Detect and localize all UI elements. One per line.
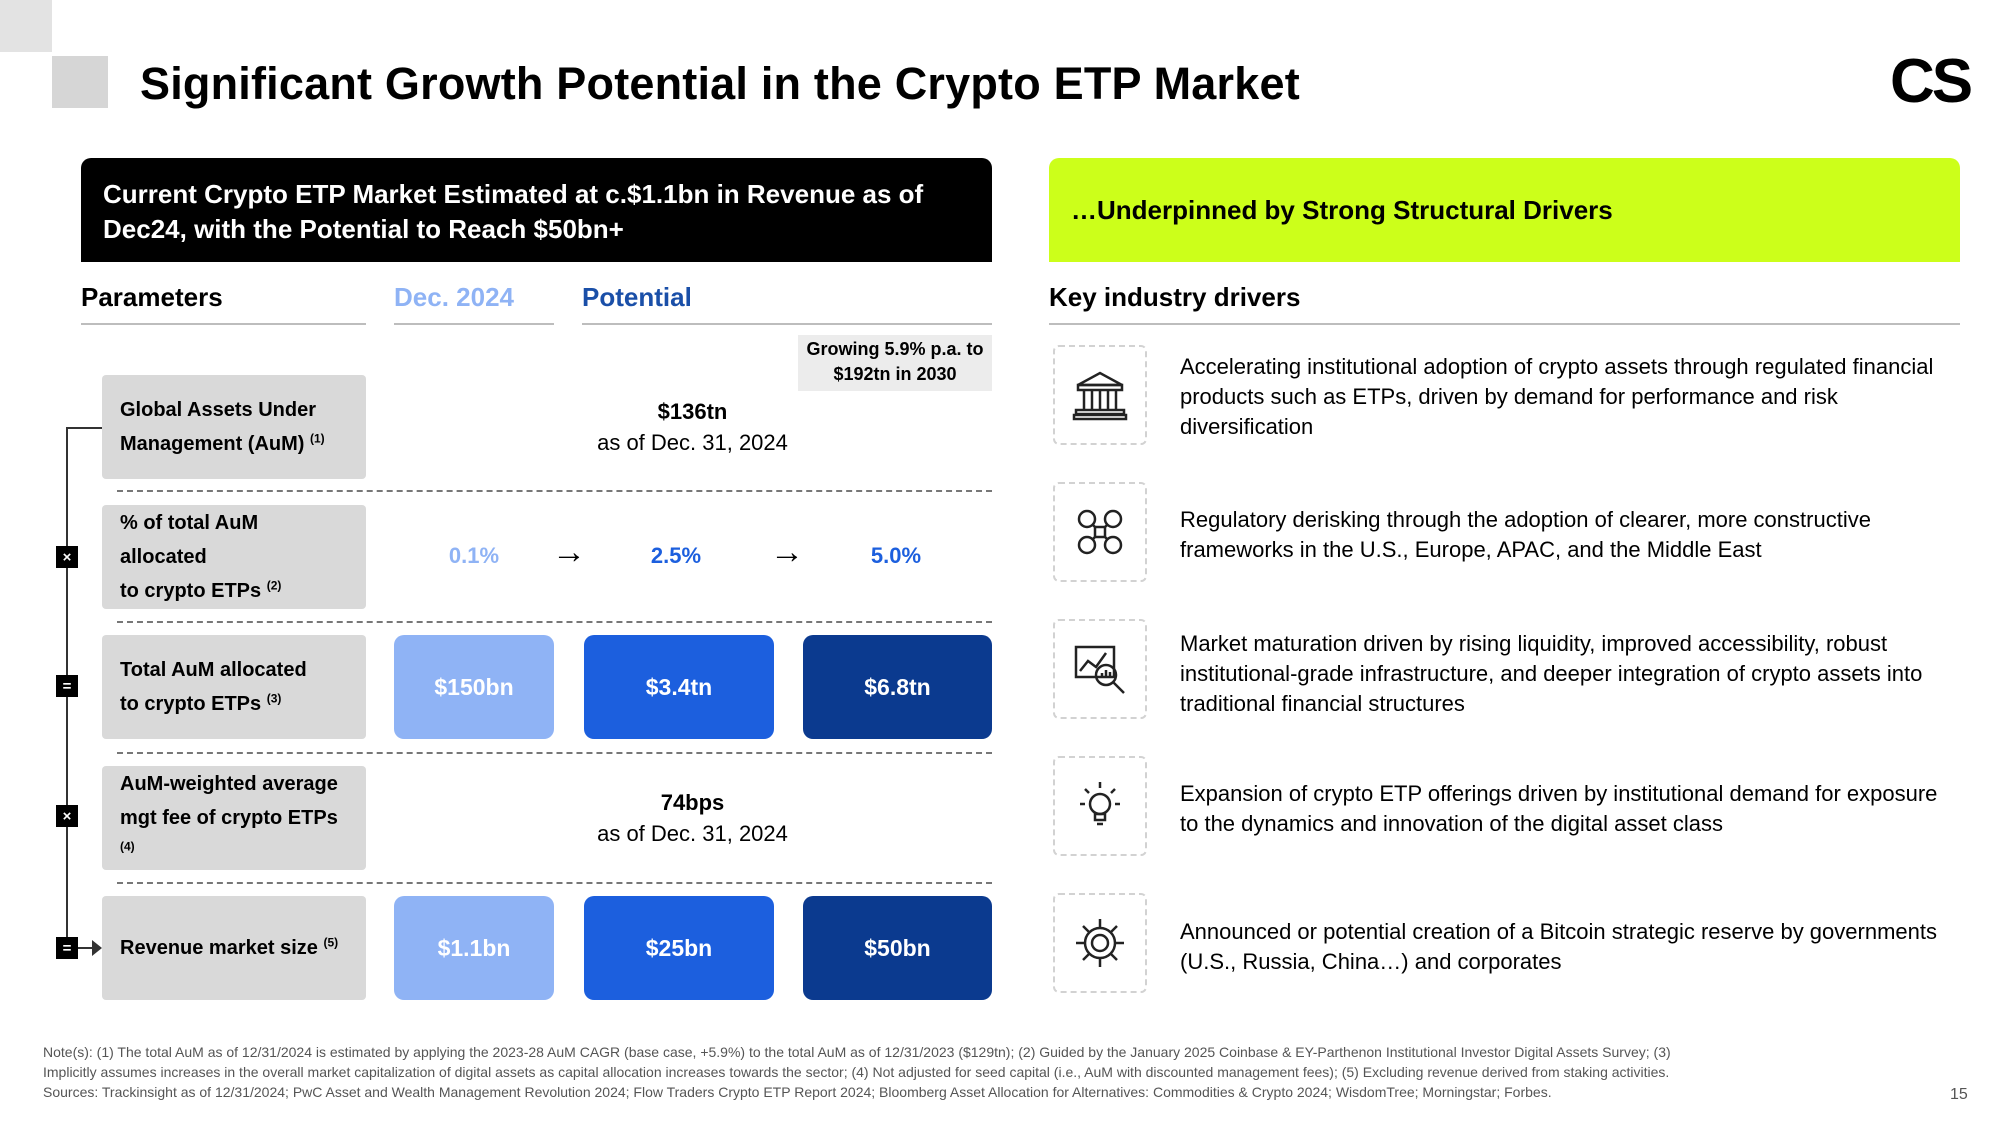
footnote-line: Note(s): (1) The total AuM as of 12/31/2… [43, 1044, 1671, 1060]
driver-text-4: Expansion of crypto ETP offerings driven… [1180, 781, 1938, 836]
revenue-potential-1: $25bn [584, 896, 774, 1000]
total-aum-potential-2: $6.8tn [803, 635, 992, 739]
pct-potential-1: 2.5% [650, 543, 702, 568]
connector-bottom [78, 947, 96, 949]
innovation-bulb-icon [1053, 756, 1147, 856]
equals-operator: = [56, 675, 78, 697]
param-label-line1: Revenue market size [120, 937, 318, 959]
footnote-ref: (4) [120, 839, 135, 854]
param-label-line2: mgt fee of crypto ETPs [120, 807, 338, 829]
column-header-drivers: Key industry drivers [1049, 282, 1960, 325]
equals-operator: = [56, 937, 78, 959]
total-aum-potential-1: $3.4tn [584, 635, 774, 739]
multiply-operator: × [56, 805, 78, 827]
global-aum-value: $136tn as of Dec. 31, 2024 [560, 396, 825, 458]
row-divider [117, 621, 992, 623]
page-title: Significant Growth Potential in the Cryp… [140, 58, 1300, 109]
column-header-potential: Potential [582, 282, 992, 325]
corner-square-dark [52, 56, 108, 108]
pct-potential-2: 5.0% [870, 543, 922, 568]
driver-text-3: Market maturation driven by rising liqui… [1180, 631, 1923, 716]
footnotes: Note(s): (1) The total AuM as of 12/31/2… [43, 1042, 1923, 1102]
connector-arrow-icon [92, 940, 102, 956]
param-label-line2: to crypto ETPs [120, 580, 262, 602]
connector-top [66, 427, 102, 429]
footnote-line: Implicitly assumes increases in the over… [43, 1064, 1670, 1080]
footnote-ref: (3) [266, 691, 282, 706]
growth-note-line2: $192tn in 2030 [833, 364, 957, 384]
network-regulation-icon [1053, 482, 1147, 582]
arrow-right-icon: → [552, 533, 586, 571]
footnote-ref: (1) [310, 431, 325, 446]
column-header-parameters: Parameters [81, 282, 366, 325]
value-sub: as of Dec. 31, 2024 [597, 821, 788, 846]
row-divider [117, 752, 992, 754]
growth-note-line1: Growing 5.9% p.a. to [806, 339, 984, 359]
param-label-line1: Total AuM allocated [120, 659, 307, 681]
multiply-operator: × [56, 546, 78, 568]
total-aum-dec-2024: $150bn [394, 635, 554, 739]
param-revenue-market-size: Revenue market size (5) [102, 896, 366, 1000]
right-section-header: …Underpinned by Strong Structural Driver… [1049, 158, 1960, 262]
left-section-header: Current Crypto ETP Market Estimated at c… [81, 158, 992, 262]
bank-icon [1053, 345, 1147, 445]
value-sub: as of Dec. 31, 2024 [597, 430, 788, 455]
value-main: 74bps [660, 790, 725, 815]
market-analysis-icon [1053, 619, 1147, 719]
driver-text-1: Accelerating institutional adoption of c… [1180, 354, 1934, 439]
company-logo: CS [1890, 47, 1973, 116]
row-divider [117, 490, 992, 492]
param-label-line2: to crypto ETPs [120, 693, 262, 715]
column-header-dec-2024: Dec. 2024 [394, 282, 554, 325]
value-main: $136tn [657, 399, 728, 424]
revenue-dec-2024: $1.1bn [394, 896, 554, 1000]
driver-text-2: Regulatory derisking through the adoptio… [1180, 507, 1871, 562]
bitcoin-gear-icon [1053, 893, 1147, 993]
param-mgt-fee: AuM-weighted average mgt fee of crypto E… [102, 766, 366, 870]
driver-text-5: Announced or potential creation of a Bit… [1180, 919, 1937, 974]
footnote-line: Sources: Trackinsight as of 12/31/2024; … [43, 1084, 1552, 1100]
param-pct-allocated: % of total AuM allocated to crypto ETPs … [102, 505, 366, 609]
pct-dec-2024: 0.1% [448, 543, 500, 568]
revenue-potential-2: $50bn [803, 896, 992, 1000]
param-label-line1: AuM-weighted average [120, 773, 338, 795]
param-label-line1: % of total AuM allocated [120, 512, 259, 568]
param-label-line2: Management (AuM) [120, 433, 305, 455]
mgt-fee-value: 74bps as of Dec. 31, 2024 [560, 787, 825, 849]
param-label-line1: Global Assets Under [120, 399, 316, 421]
arrow-right-icon: → [770, 533, 804, 571]
footnote-ref: (2) [266, 578, 282, 593]
param-global-aum: Global Assets Under Management (AuM) (1) [102, 375, 366, 479]
growth-note: Growing 5.9% p.a. to $192tn in 2030 [798, 335, 992, 391]
row-divider [117, 882, 992, 884]
footnote-ref: (5) [323, 935, 339, 950]
corner-square-light [0, 0, 52, 52]
param-total-aum: Total AuM allocated to crypto ETPs (3) [102, 635, 366, 739]
page-number: 15 [1950, 1086, 1968, 1103]
